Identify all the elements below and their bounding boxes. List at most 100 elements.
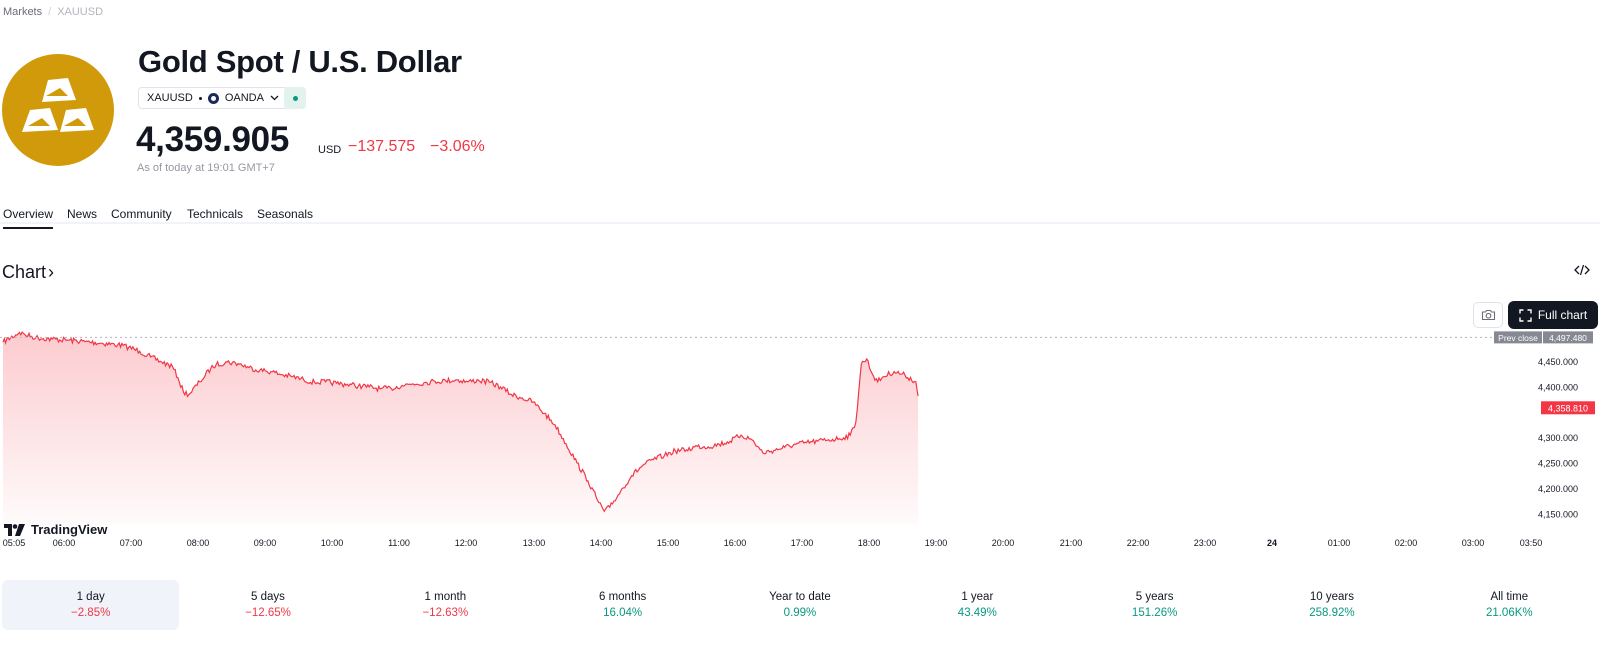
tab-technicals[interactable]: Technicals	[187, 207, 244, 221]
price-chart[interactable]: Prev close 4,497.480 4,450.000 4,400.000 4,…	[0, 330, 1600, 555]
period-year-to-date[interactable]: Year to date 0.99%	[711, 580, 888, 630]
oanda-icon	[207, 92, 219, 104]
gold-bars-icon	[22, 78, 94, 132]
y-tick-label: 4,400.000	[1538, 382, 1578, 392]
x-tick-label: 01:00	[1328, 538, 1351, 548]
tab-seasonals[interactable]: Seasonals	[257, 207, 314, 221]
page-title: Gold Spot / U.S. Dollar	[138, 44, 462, 79]
tab-overview[interactable]: Overview	[3, 207, 54, 229]
chevron-right-icon: ›	[48, 262, 55, 282]
breadcrumb: Markets / XAUUSD	[3, 6, 103, 18]
broker-name: OANDA	[224, 92, 264, 104]
x-tick-label: 15:00	[657, 538, 680, 548]
y-tick-label: 4,250.000	[1538, 459, 1578, 469]
period-all-time[interactable]: All time 21.06K%	[1421, 580, 1598, 630]
period-label: 5 days	[251, 591, 285, 603]
x-tick-label: 16:00	[724, 538, 747, 548]
period-label: 10 years	[1309, 591, 1355, 603]
period-value: −12.65%	[245, 607, 291, 619]
snapshot-button[interactable]	[1473, 302, 1503, 328]
y-tick-label: 4,450.000	[1538, 357, 1578, 367]
period-value: 151.26%	[1131, 607, 1178, 619]
market-open-dot-icon	[292, 95, 298, 101]
period-1-month[interactable]: 1 month −12.63%	[357, 580, 534, 630]
tab-news[interactable]: News	[67, 207, 98, 221]
x-tick-label: 20:00	[992, 538, 1015, 548]
period-label: 6 months	[598, 591, 647, 603]
period-value: −2.85%	[71, 607, 111, 619]
breadcrumb-markets[interactable]: Markets	[3, 6, 43, 18]
breadcrumb-separator: /	[48, 6, 52, 18]
period-6-months[interactable]: 6 months 16.04%	[534, 580, 711, 630]
chart-section-heading[interactable]: Chart ›	[2, 262, 54, 283]
y-tick-label: 4,150.000	[1538, 509, 1578, 519]
separator-dot	[198, 96, 202, 100]
period-value: 258.92%	[1309, 607, 1355, 619]
x-tick-label: 23:00	[1194, 538, 1217, 548]
fullscreen-icon	[1519, 308, 1532, 322]
symbol-selector[interactable]: XAUUSD OANDA	[138, 87, 288, 109]
period-label: 1 day	[76, 591, 105, 603]
price-area-fill	[3, 332, 919, 525]
period-1-year[interactable]: 1 year 43.49%	[889, 580, 1066, 630]
x-tick-label: 03:50	[1520, 538, 1543, 548]
x-tick-label: 14:00	[590, 538, 613, 548]
period-1-day[interactable]: 1 day −2.85%	[2, 580, 180, 630]
chevron-down-icon	[270, 93, 279, 103]
price-timestamp: As of today at 19:01 GMT+7	[137, 162, 275, 174]
period-label: Year to date	[769, 591, 831, 603]
x-tick-label: 02:00	[1395, 538, 1418, 548]
price-currency: USD	[318, 144, 342, 156]
x-tick-label: 24	[1267, 538, 1277, 548]
period-value: 43.49%	[957, 607, 997, 619]
x-tick-label: 11:00	[388, 538, 410, 548]
price-change: −137.575	[348, 138, 416, 155]
symbol-ticker: XAUUSD	[147, 92, 193, 104]
x-tick-label: 17:00	[791, 538, 814, 548]
x-tick-label: 06:00	[53, 538, 76, 548]
prev-close-value: 4,497.480	[1549, 333, 1587, 343]
x-tick-label: 22:00	[1127, 538, 1150, 548]
tradingview-watermark[interactable]: TradingView	[4, 522, 107, 537]
prev-close-value-tag	[1543, 331, 1593, 344]
gold-logo	[2, 54, 114, 166]
performance-periods: 1 day −2.85% 5 days −12.65% 1 month −12.…	[2, 580, 1598, 630]
period-label: All time	[1490, 591, 1529, 603]
period-value: −12.63%	[422, 607, 469, 619]
tab-community[interactable]: Community	[111, 207, 172, 221]
full-chart-button[interactable]: Full chart	[1508, 301, 1598, 329]
y-tick-label: 4,300.000	[1538, 433, 1578, 443]
embed-code-icon[interactable]	[1574, 263, 1590, 281]
x-tick-label: 03:00	[1462, 538, 1485, 548]
price-series-line	[2, 331, 919, 513]
period-5-years[interactable]: 5 years 151.26%	[1066, 580, 1243, 630]
last-price-label: 4,358.810	[1548, 403, 1588, 413]
breadcrumb-current: XAUUSD	[57, 6, 104, 18]
x-tick-label: 10:00	[321, 538, 344, 548]
tradingview-logo-icon	[4, 523, 25, 536]
period-value: 0.99%	[783, 607, 817, 619]
x-tick-label: 13:00	[523, 538, 546, 548]
period-5-days[interactable]: 5 days −12.65%	[179, 580, 356, 630]
x-tick-label: 19:00	[925, 538, 948, 548]
last-price: 4,359.905	[136, 120, 290, 159]
price-change-percent: −3.06%	[430, 138, 485, 155]
period-label: 1 month	[424, 591, 467, 603]
camera-icon	[1481, 309, 1495, 321]
section-tabs: Overview News Community Technicals Seaso…	[0, 200, 1600, 229]
market-status-badge[interactable]	[284, 87, 306, 109]
chart-heading-label: Chart	[2, 262, 47, 282]
period-10-years[interactable]: 10 years 258.92%	[1243, 580, 1420, 630]
x-tick-label: 12:00	[455, 538, 478, 548]
x-tick-label: 09:00	[254, 538, 277, 548]
full-chart-label: Full chart	[1537, 308, 1588, 322]
last-price-tag	[1541, 401, 1595, 415]
x-tick-label: 18:00	[858, 538, 881, 548]
prev-close-tag	[1494, 331, 1542, 344]
period-value: 21.06K%	[1485, 607, 1533, 619]
y-tick-label: 4,200.000	[1538, 484, 1578, 494]
period-label: 5 years	[1135, 591, 1174, 603]
prev-close-label: Prev close	[1498, 333, 1538, 343]
x-tick-label: 08:00	[187, 538, 210, 548]
period-value: 16.04%	[603, 607, 643, 619]
